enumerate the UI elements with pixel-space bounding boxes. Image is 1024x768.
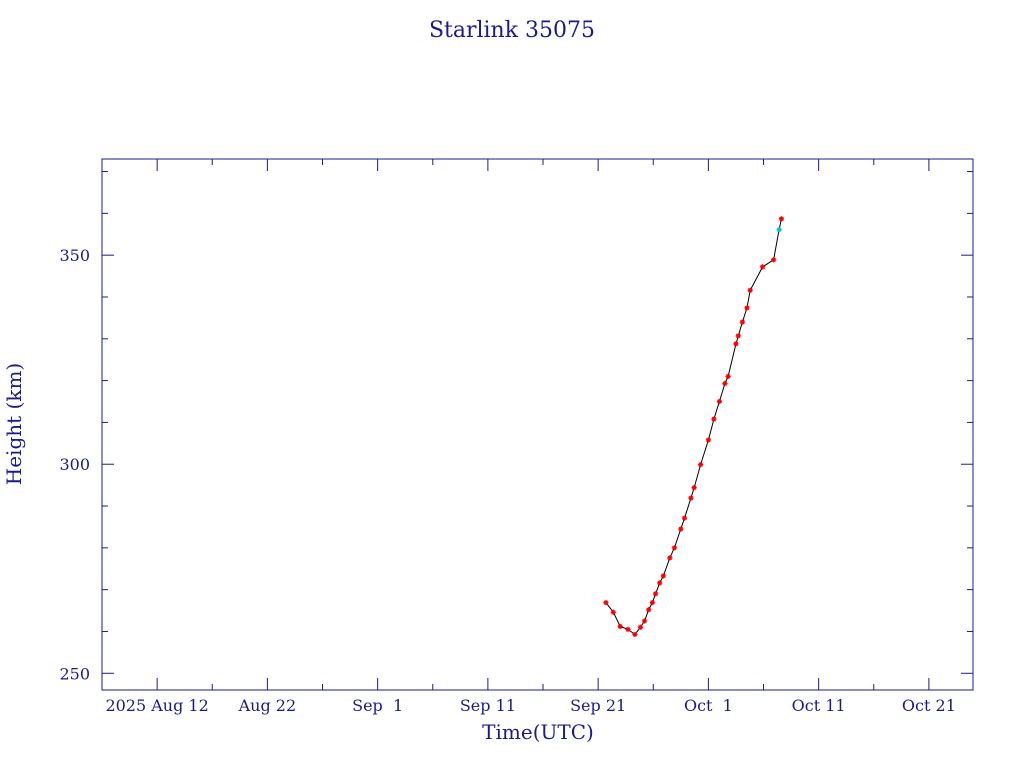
plot-frame <box>101 158 974 691</box>
data-point <box>744 305 750 311</box>
x-tick-label: Oct 1 <box>684 696 733 715</box>
y-tick-label: 250 <box>59 664 90 683</box>
data-point <box>657 580 663 586</box>
data-point <box>625 626 631 632</box>
data-point <box>617 623 623 630</box>
data-point <box>691 485 697 491</box>
data-point <box>711 416 717 422</box>
data-point <box>641 618 648 624</box>
y-tick-label: 300 <box>59 455 90 474</box>
x-tick-label: Sep 21 <box>570 696 626 715</box>
y-tick-labels: 250 300 350 <box>59 246 90 683</box>
data-point <box>646 607 652 613</box>
x-tick-label: Sep 1 <box>352 696 403 715</box>
data-point <box>760 264 766 270</box>
data-point <box>733 341 739 347</box>
data-point <box>678 526 684 532</box>
data-point <box>739 319 745 325</box>
data-point <box>632 631 638 637</box>
data-point <box>652 591 659 597</box>
data-point <box>681 515 688 521</box>
y-axis-label: Height (km) <box>2 363 26 485</box>
x-tick-label: Aug 22 <box>238 696 297 715</box>
data-point <box>725 373 731 380</box>
data-point <box>716 398 723 405</box>
data-point <box>778 216 785 222</box>
data-point <box>603 600 609 606</box>
data-point <box>671 545 677 551</box>
y-tick-label: 350 <box>59 246 90 265</box>
data-point <box>610 609 616 615</box>
data-point <box>722 380 728 387</box>
x-tick-label: Oct 11 <box>792 696 846 715</box>
chart-title: Starlink 35075 <box>429 18 595 43</box>
data-point <box>776 227 782 233</box>
data-point <box>667 555 673 561</box>
data-point <box>637 624 644 630</box>
data-point <box>705 437 711 443</box>
data-point <box>688 495 694 501</box>
x-tick-label: 2025 Aug 12 <box>105 696 208 715</box>
axis-ticks <box>101 159 973 690</box>
data-point <box>747 287 753 293</box>
data-point <box>697 462 704 468</box>
series-line <box>605 218 782 636</box>
x-axis-label: Time(UTC) <box>482 720 594 744</box>
data-point <box>735 333 741 339</box>
series-height <box>603 216 785 637</box>
x-tick-label: Sep 11 <box>460 696 516 715</box>
x-tick-label: Oct 21 <box>902 696 956 715</box>
data-point <box>660 573 666 579</box>
data-point <box>649 600 655 606</box>
data-point <box>771 257 777 263</box>
x-tick-labels: 2025 Aug 12 Aug 22 Sep 1 Sep 11 Sep 21 Oct 1 O… <box>105 696 955 715</box>
